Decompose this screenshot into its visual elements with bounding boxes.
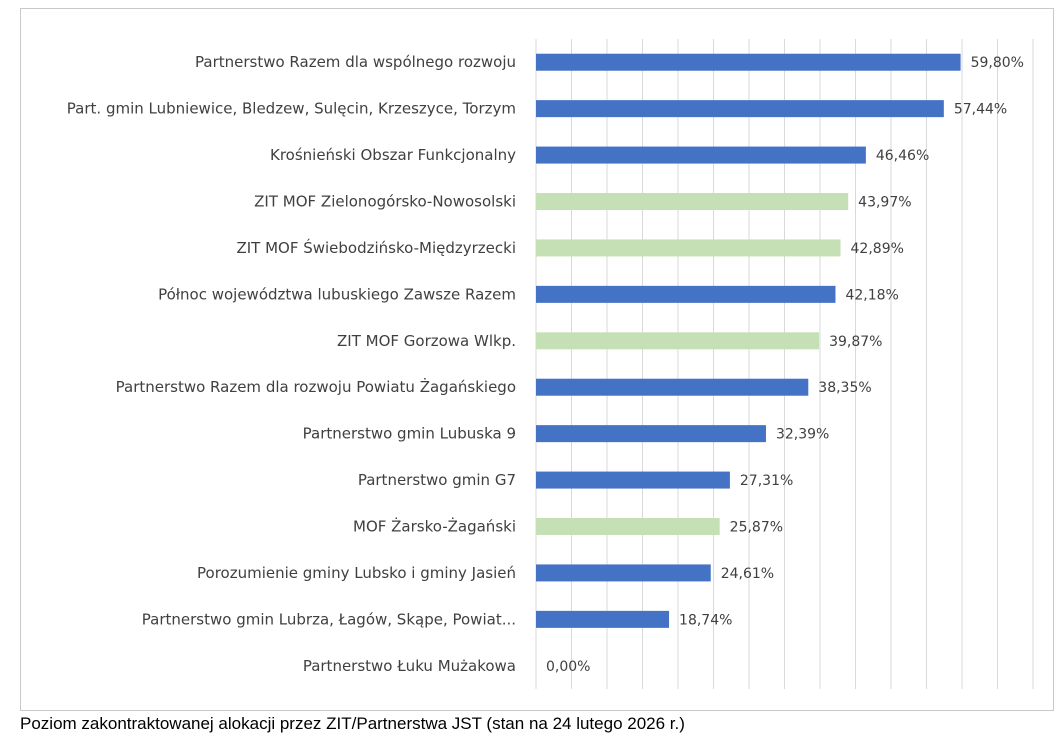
data-label-8: 32,39% — [776, 427, 829, 443]
bar-6 — [536, 332, 820, 350]
category-label-13: Partnerstwo Łuku Mużakowa — [303, 657, 516, 675]
category-label-4: ZIT MOF Świebodzińsko-Międzyrzecki — [236, 238, 516, 257]
category-label-10: MOF Żarsko-Żagański — [353, 517, 516, 536]
bars — [536, 53, 961, 628]
category-label-12: Partnerstwo gmin Lubrza, Łagów, Skąpe, P… — [142, 610, 516, 628]
bar-8 — [536, 425, 766, 443]
data-label-1: 57,44% — [954, 102, 1007, 118]
data-label-9: 27,31% — [740, 473, 793, 489]
data-label-2: 46,46% — [876, 148, 929, 164]
chart-frame: Partnerstwo Razem dla wspólnego rozwoju 5… — [20, 8, 1054, 711]
category-label-0: Partnerstwo Razem dla wspólnego rozwoju — [195, 53, 516, 71]
data-label-0: 59,80% — [971, 55, 1024, 71]
data-label-4: 42,89% — [851, 241, 904, 257]
bar-11 — [536, 564, 711, 582]
data-label-3: 43,97% — [858, 195, 911, 211]
bar-12 — [536, 610, 670, 628]
data-label-6: 39,87% — [829, 334, 882, 350]
data-label-10: 25,87% — [730, 520, 783, 536]
category-label-2: Krośnieński Obszar Funkcjonalny — [270, 146, 516, 164]
data-label-12: 18,74% — [679, 612, 732, 628]
labels: Partnerstwo Razem dla wspólnego rozwoju 5… — [67, 53, 1024, 675]
data-label-11: 24,61% — [721, 566, 774, 582]
data-label-7: 38,35% — [818, 380, 871, 396]
bar-9 — [536, 471, 730, 489]
data-label-13: 0,00% — [546, 659, 590, 675]
bar-1 — [536, 100, 944, 118]
category-label-5: Północ województwa lubuskiego Zawsze Raz… — [158, 285, 516, 303]
data-label-5: 42,18% — [845, 287, 898, 303]
category-label-11: Porozumienie gminy Lubsko i gminy Jasień — [197, 564, 516, 582]
category-label-9: Partnerstwo gmin G7 — [358, 471, 516, 489]
bar-chart: Partnerstwo Razem dla wspólnego rozwoju 5… — [67, 39, 1034, 689]
category-label-8: Partnerstwo gmin Lubuska 9 — [303, 425, 516, 443]
bar-5 — [536, 285, 836, 303]
category-label-1: Part. gmin Lubniewice, Bledzew, Sulęcin,… — [67, 100, 516, 118]
bar-10 — [536, 518, 720, 535]
category-label-3: ZIT MOF Zielonogórsko-Nowosolski — [254, 193, 516, 211]
category-label-7: Partnerstwo Razem dla rozwoju Powiatu Ża… — [116, 377, 516, 396]
category-label-6: ZIT MOF Gorzowa Wlkp. — [337, 332, 516, 350]
figure-caption: Poziom zakontraktowanej alokacji przez Z… — [20, 714, 685, 733]
bar-4 — [536, 239, 841, 257]
bar-7 — [536, 378, 809, 396]
bar-3 — [536, 193, 849, 210]
gridlines — [535, 39, 1034, 689]
bar-0 — [536, 53, 961, 71]
bar-2 — [536, 146, 866, 164]
